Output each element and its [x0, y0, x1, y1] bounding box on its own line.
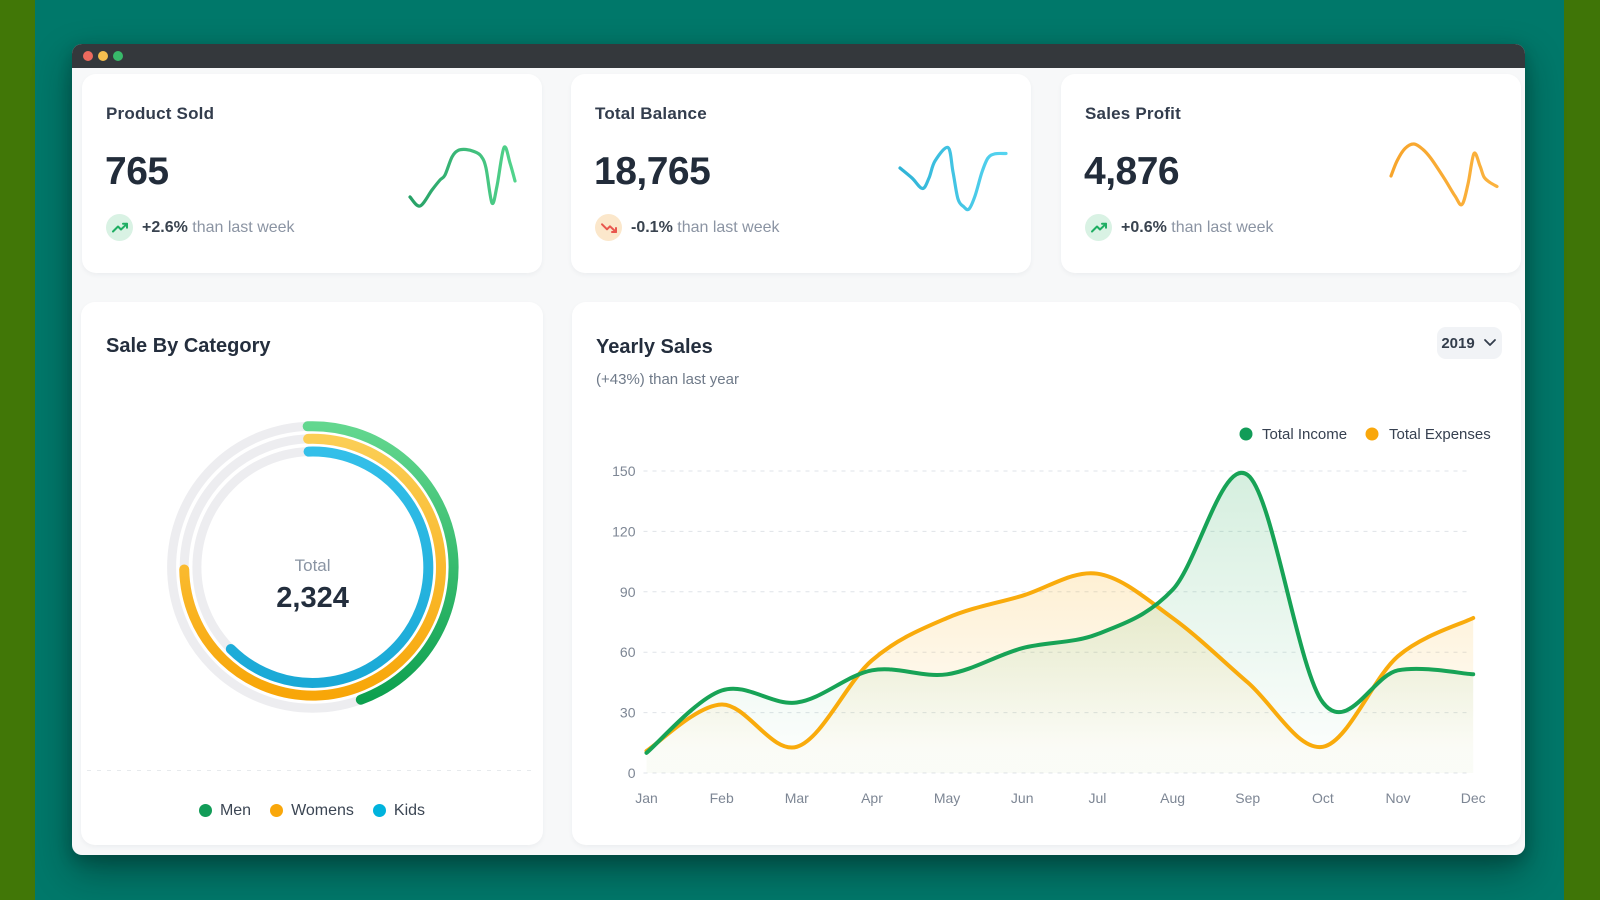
svg-text:Total Expenses: Total Expenses [1389, 426, 1491, 443]
svg-text:Jun: Jun [1011, 790, 1034, 806]
svg-text:2019: 2019 [1441, 335, 1474, 352]
svg-text:Feb: Feb [710, 790, 734, 806]
svg-text:30: 30 [620, 705, 636, 721]
svg-text:0: 0 [628, 765, 636, 781]
svg-text:Total: Total [295, 556, 331, 575]
svg-text:Apr: Apr [861, 790, 883, 806]
svg-text:150: 150 [612, 463, 636, 479]
svg-text:Dec: Dec [1461, 790, 1486, 806]
svg-text:Nov: Nov [1386, 790, 1411, 806]
svg-text:Jan: Jan [635, 790, 658, 806]
svg-text:Oct: Oct [1312, 790, 1334, 806]
svg-text:2,324: 2,324 [276, 582, 349, 614]
svg-text:Mar: Mar [785, 790, 809, 806]
svg-text:(+43%) than last year: (+43%) than last year [596, 371, 739, 388]
svg-text:90: 90 [620, 584, 636, 600]
svg-text:Aug: Aug [1160, 790, 1185, 806]
svg-text:Sep: Sep [1235, 790, 1260, 806]
svg-text:60: 60 [620, 644, 636, 660]
svg-text:Yearly Sales: Yearly Sales [596, 336, 713, 358]
svg-text:Total Income: Total Income [1262, 426, 1347, 443]
svg-text:Jul: Jul [1088, 790, 1106, 806]
svg-text:May: May [934, 790, 960, 806]
svg-text:120: 120 [612, 523, 636, 539]
